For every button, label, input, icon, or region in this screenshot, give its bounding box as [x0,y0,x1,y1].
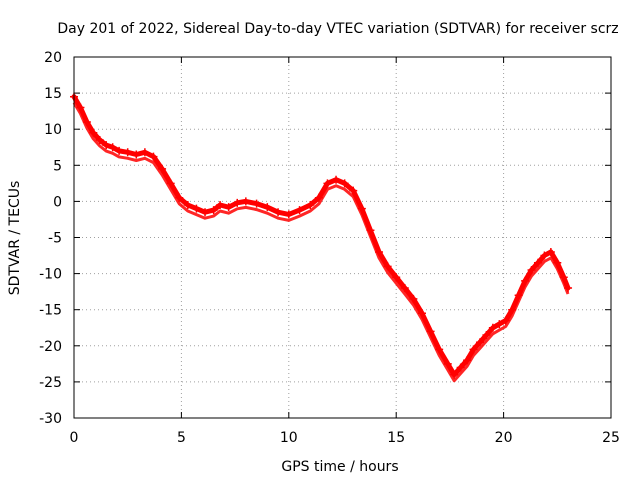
data-point [417,309,426,318]
data-point [233,198,242,207]
data-point [201,208,210,217]
axis-ticks: 0 5 10 15 20 25 -30 -25 -20 -15 -10 -5 0 5 10 15 20 [39,50,620,446]
data-point [340,179,349,188]
data-point [263,203,272,212]
data-point [274,208,283,217]
data-point [495,320,504,329]
y-tick-label: -30 [39,411,62,427]
data-point [514,291,523,300]
data-point [241,197,250,206]
x-tick-label: 5 [177,430,186,446]
data-point [108,143,117,152]
y-tick-label: -15 [39,303,62,319]
data-point [357,204,366,213]
data-point [540,251,549,260]
data-point [463,356,472,365]
data-point [501,316,510,325]
y-tick-label: 0 [53,194,62,210]
data-point [366,226,375,235]
x-tick-label: 15 [387,430,405,446]
data-point [443,359,452,368]
data-point [216,201,225,210]
data-point [375,247,384,256]
data-point [475,338,484,347]
series-trace-band [72,101,570,383]
x-tick-label: 25 [602,430,620,446]
data-point [400,284,409,293]
data-point [306,201,315,210]
data-point [349,186,358,195]
data-point [564,284,573,293]
data-point [469,345,478,354]
data-point [158,164,167,173]
x-tick-label: 0 [70,430,79,446]
y-axis-label: SDTVAR / TECUs [7,181,23,296]
data-point [224,203,233,212]
data-point [456,363,465,372]
data-point [95,136,104,145]
y-tick-label: -20 [39,339,62,355]
data-point [183,201,192,210]
y-tick-label: 10 [44,122,62,138]
data-point [82,117,91,126]
x-tick-label: 20 [495,430,513,446]
series-trace [71,94,571,378]
data-point [482,330,491,339]
data-point [450,370,459,379]
data-point [508,305,517,314]
x-axis-label: GPS time / hours [281,459,398,475]
data-point [149,152,158,161]
data-point [533,258,542,267]
data-point [252,199,261,208]
plot-frame [73,56,612,419]
data-point [192,204,201,213]
data-point [166,179,175,188]
data-point [314,193,323,202]
data-point [132,150,141,159]
data-point [488,323,497,332]
data-point [284,210,293,219]
data-point [527,265,536,274]
y-tick-label: 15 [44,86,62,102]
y-tick-label: -10 [39,267,62,283]
data-point [102,141,111,150]
data-point [559,273,568,282]
data-point [76,103,85,112]
data-point [175,193,184,202]
data-point [332,175,341,184]
data-point [115,146,124,155]
data-point [383,262,392,271]
data-point [123,148,132,157]
data-point [209,206,218,215]
chart-title: Day 201 of 2022, Sidereal Day-to-day VTE… [57,21,618,37]
y-tick-label: 5 [53,158,62,174]
data-point [426,327,435,336]
data-point [89,128,98,137]
x-tick-label: 10 [280,430,298,446]
data-point [553,258,562,267]
data-point [392,273,401,282]
data-point [435,345,444,354]
y-tick-label: 20 [44,50,62,66]
data-point [295,206,304,215]
data-point [323,179,332,188]
data-series [70,92,573,383]
y-tick-label: -5 [48,231,62,247]
grid-lines [74,57,611,418]
data-point [409,294,418,303]
y-tick-label: -25 [39,375,62,391]
data-point [546,247,555,256]
data-point [521,276,530,285]
data-point [140,148,149,157]
